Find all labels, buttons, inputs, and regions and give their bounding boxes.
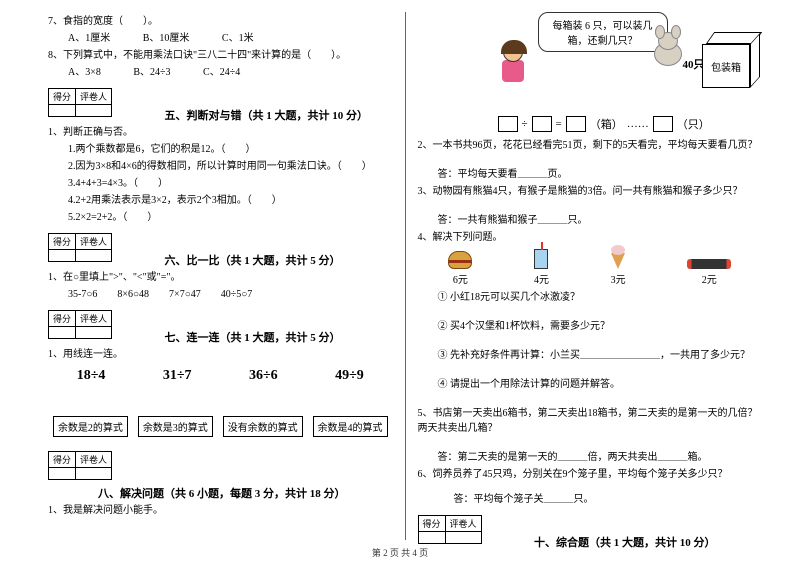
eq-unit1: （箱） [590, 116, 623, 132]
q6-ans: 答：平均每个笼子关＿＿＿只。 [418, 492, 763, 507]
conn-a: 18÷4 [77, 368, 106, 384]
score-box-8: 得分评卷人 [48, 451, 112, 480]
page-root: 7、食指的宽度（ ）。 A、1厘米 B、10厘米 C、1米 8、下列算式中，不能… [0, 0, 800, 565]
s8-lead: 1、我是解决问题小能手。 [48, 503, 393, 518]
eq-dots: …… [627, 118, 649, 130]
section-6-title: 六、比一比（共 1 大题，共计 5 分） [165, 252, 341, 268]
rule-c: 没有余数的算式 [223, 416, 303, 437]
price-row: 6元 4元 3元 2元 [418, 249, 763, 286]
q5-ans: 答：第二天卖的是第一天的＿＿＿倍，两天共卖出＿＿＿箱。 [418, 450, 763, 465]
rule-d: 余数是4的算式 [313, 416, 388, 437]
child-icon [498, 42, 528, 92]
eq-blank-1[interactable] [498, 116, 518, 132]
connect-row: 18÷4 31÷7 36÷6 49÷9 [48, 368, 393, 384]
s6-lead: 1、在○里填上">"、"<"或"="。 [48, 270, 393, 285]
drink-icon [534, 249, 548, 269]
q3: 3、动物园有熊猫4只，有猴子是熊猫的3倍。问一共有熊猫和猴子多少只？ [418, 184, 763, 199]
package-box-icon: 包装箱 [702, 32, 762, 88]
cone-item: 3元 [611, 253, 626, 286]
q2: 2、一本书共96页，花花已经看完51页，剩下的5天看完，平均每天要看几页？ [418, 138, 763, 153]
price-1: 6元 [453, 275, 468, 286]
eq-eq: = [556, 118, 562, 130]
page-footer: 第 2 页 共 4 页 [0, 546, 800, 559]
column-divider [405, 12, 406, 540]
toy-icon [648, 42, 688, 82]
q7-opt-b: B、10厘米 [143, 33, 190, 44]
q4-2: ② 买4个汉堡和1杯饮料，需要多少元？ [418, 319, 763, 334]
score-box-10: 得分评卷人 [418, 515, 482, 544]
eq-unit2: （只） [677, 116, 710, 132]
q4: 4、解决下列问题。 [418, 230, 763, 245]
rule-a: 余数是2的算式 [53, 416, 128, 437]
grader-col: 评卷人 [76, 89, 112, 105]
s7-lead: 1、用线连一连。 [48, 347, 393, 362]
section-8-title: 八、解决问题（共 6 小题，每题 3 分，共计 18 分） [98, 485, 346, 501]
eq-blank-4[interactable] [653, 116, 673, 132]
left-column: 7、食指的宽度（ ）。 A、1厘米 B、10厘米 C、1米 8、下列算式中，不能… [40, 12, 401, 540]
s5-2: 2.因为3×8和4×6的得数相同，所以计算时用同一句乘法口诀。（ ） [48, 159, 393, 174]
q7-options: A、1厘米 B、10厘米 C、1米 [48, 31, 393, 46]
rule-b: 余数是3的算式 [138, 416, 213, 437]
right-column: 每箱装 6 只，可以装几箱，还剩几只？ 40只 包装箱 ÷ = （箱） [410, 12, 771, 540]
q6: 6、饲养员养了45只鸡，分别关在9个笼子里，平均每个笼子关多少只？ [418, 467, 763, 482]
s5-5: 5.2×2=2+2。（ ） [48, 210, 393, 225]
q7-opt-c: C、1米 [222, 33, 254, 44]
q7: 7、食指的宽度（ ）。 [48, 14, 393, 29]
q8-opt-a: A、3×8 [68, 67, 101, 78]
conn-c: 36÷6 [249, 368, 278, 384]
section-5-title: 五、判断对与错（共 1 大题，共计 10 分） [165, 107, 369, 123]
q7-opt-a: A、1厘米 [68, 33, 110, 44]
s5-4: 4.2+2用乘法表示是3×2，表示2个3相加。（ ） [48, 193, 393, 208]
q8-opt-b: B、24÷3 [133, 67, 170, 78]
q4-1: ① 小红18元可以买几个冰激凌？ [418, 290, 763, 305]
candy-icon [687, 259, 731, 269]
rule-row: 余数是2的算式 余数是3的算式 没有余数的算式 余数是4的算式 [48, 414, 393, 439]
q3-ans: 答：一共有熊猫和猴子＿＿＿只。 [418, 213, 763, 228]
q5: 5、书店第一天卖出6箱书，第二天卖出18箱书，第二天卖的是第一天的几倍？两天共卖… [418, 406, 763, 436]
eq-blank-2[interactable] [532, 116, 552, 132]
drink-item: 4元 [534, 249, 549, 286]
conn-b: 31÷7 [163, 368, 192, 384]
q4-3: ③ 先补充好条件再计算：小兰买＿＿＿＿＿＿＿＿，一共用了多少元？ [418, 348, 763, 363]
q8-opt-c: C、24÷4 [203, 67, 240, 78]
score-box-7: 得分评卷人 [48, 310, 112, 339]
section-7-title: 七、连一连（共 1 大题，共计 5 分） [165, 329, 341, 345]
price-3: 3元 [611, 275, 626, 286]
q8: 8、下列算式中，不能用乘法口诀"三八二十四"来计算的是（ ）。 [48, 48, 393, 63]
q4-4: ④ 请提出一个用除法计算的问题并解答。 [418, 377, 763, 392]
candy-item: 2元 [687, 253, 731, 286]
packing-problem-graphic: 每箱装 6 只，可以装几箱，还剩几只？ 40只 包装箱 [418, 12, 763, 112]
score-box-5: 得分评卷人 [48, 88, 112, 117]
burger-icon [448, 251, 472, 269]
box-label: 包装箱 [702, 44, 750, 88]
price-4: 2元 [702, 275, 717, 286]
burger-item: 6元 [448, 251, 472, 286]
eq-div: ÷ [522, 118, 528, 130]
s5-lead: 1、判断正确与否。 [48, 125, 393, 140]
conn-d: 49÷9 [335, 368, 364, 384]
q8-options: A、3×8 B、24÷3 C、24÷4 [48, 65, 393, 80]
s6-row: 35-7○6 8×6○48 7×7○47 40÷5○7 [48, 287, 393, 302]
price-2: 4元 [534, 275, 549, 286]
eq-blank-3[interactable] [566, 116, 586, 132]
score-box-6: 得分评卷人 [48, 233, 112, 262]
equation-row: ÷ = （箱） …… （只） [498, 116, 763, 132]
s5-3: 3.4+4+3=4×3。（ ） [48, 176, 393, 191]
score-col: 得分 [49, 89, 76, 105]
s5-1: 1.两个乘数都是6，它们的积是12。（ ） [48, 142, 393, 157]
q2-ans: 答：平均每天要看＿＿＿页。 [418, 167, 763, 182]
cone-icon [611, 253, 625, 269]
